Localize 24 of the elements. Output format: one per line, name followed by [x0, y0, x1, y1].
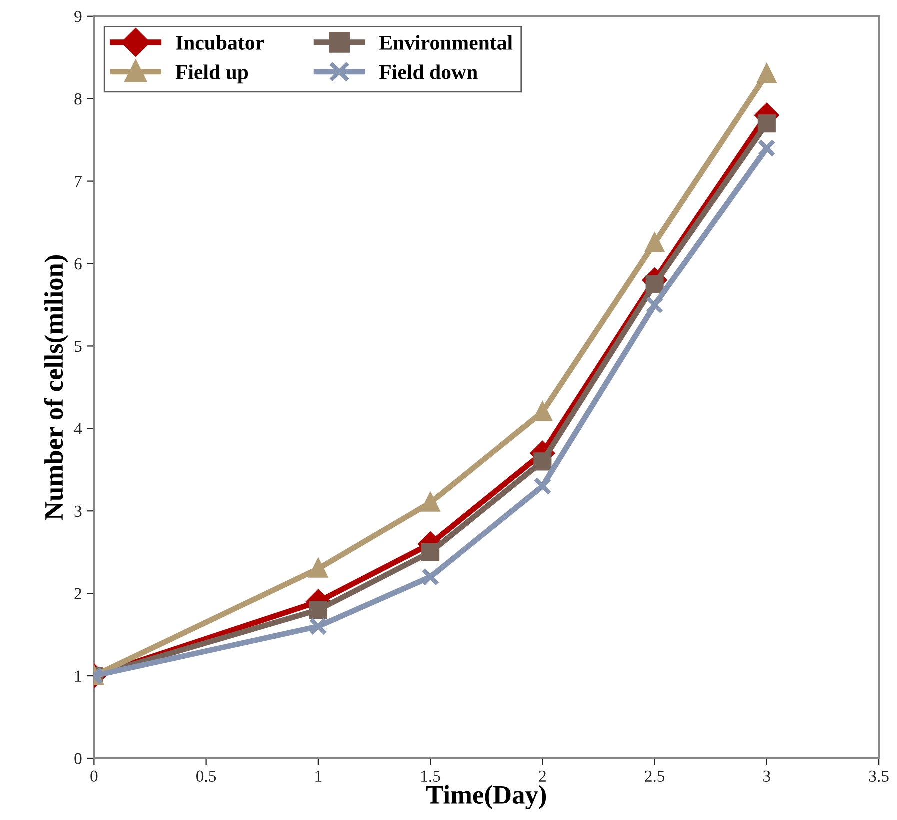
legend-label: Environmental — [380, 35, 513, 50]
y-tick-label: 3 — [74, 506, 82, 518]
x-tick-label: 3 — [764, 770, 770, 782]
x-tick-label: 2.5 — [645, 770, 665, 782]
y-tick-label: 5 — [75, 341, 82, 352]
y-tick-label: 8 — [74, 94, 82, 105]
x-tick-label: 0 — [90, 770, 98, 782]
x-tick-label: 1.5 — [422, 770, 440, 782]
y-tick-label: 6 — [74, 258, 82, 270]
y-tick-label: 9 — [74, 11, 82, 22]
y-tick-label: 0 — [74, 753, 82, 764]
x-tick-label: 0.5 — [196, 770, 216, 782]
y-tick-label: 2 — [74, 588, 82, 600]
legend-label: Field up — [176, 64, 248, 84]
y-tick-label: 4 — [74, 423, 82, 434]
x-tick-label: 2 — [539, 770, 546, 782]
x-tick-label: 1 — [316, 770, 322, 782]
x-axis-title: Time(Day) — [426, 785, 546, 810]
y-axis-title: Number of cells(milion) — [44, 255, 68, 520]
legend-label: Incubator — [176, 35, 264, 50]
legend-label: Field down — [380, 64, 478, 80]
y-tick-label: 1 — [76, 670, 82, 682]
x-tick-label: 3.5 — [869, 770, 889, 782]
y-tick-label: 7 — [75, 176, 82, 188]
